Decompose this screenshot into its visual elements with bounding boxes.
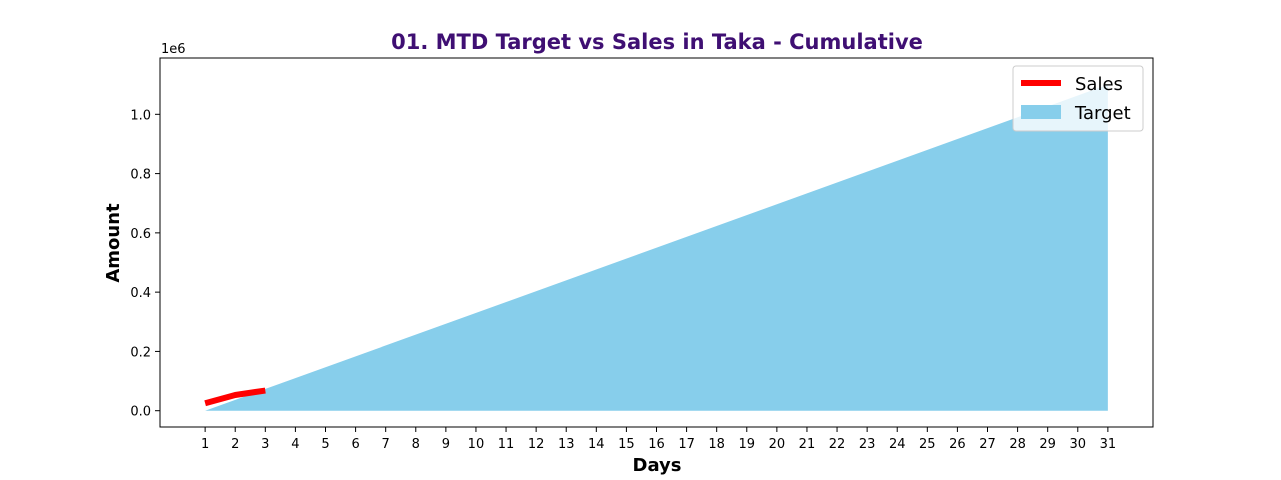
x-tick-label: 10 — [468, 437, 485, 452]
x-tick-label: 21 — [799, 437, 816, 452]
x-tick-label: 23 — [859, 437, 876, 452]
sales-line — [204, 387, 266, 407]
y-tick-label: 0.0 — [130, 405, 151, 420]
plot-area: 1 2 3 4 5 6 7 8 9 10 11 12 13 14 15 16 17 18 19 20 21 22 23 24 2… — [130, 57, 1154, 452]
x-tick-label: 20 — [769, 437, 786, 452]
x-tick-label: 27 — [979, 437, 996, 452]
y-tick-label: 1.0 — [130, 108, 151, 123]
x-tick-label: 29 — [1039, 437, 1056, 452]
x-tick-label: 19 — [738, 437, 755, 452]
x-tick-label: 15 — [618, 437, 635, 452]
x-tick-label: 26 — [949, 437, 966, 452]
legend: Sales Target — [1012, 65, 1144, 132]
x-tick-label: 6 — [351, 437, 359, 452]
y-tick-label: 0.8 — [130, 168, 151, 183]
legend-target-label: Target — [1074, 103, 1131, 124]
x-tick-label: 31 — [1100, 437, 1117, 452]
x-tick-label: 18 — [708, 437, 725, 452]
x-tick-label: 24 — [889, 437, 906, 452]
chart-title: 01. MTD Target vs Sales in Taka - Cumula… — [391, 30, 923, 54]
x-tick-label: 13 — [558, 437, 575, 452]
x-tick-label: 4 — [291, 437, 299, 452]
x-axis-label: Days — [633, 455, 682, 476]
x-tick-label: 3 — [261, 437, 269, 452]
x-tick-label: 12 — [528, 437, 545, 452]
x-tick-label: 5 — [321, 437, 329, 452]
x-tick-label: 8 — [412, 437, 420, 452]
x-tick-label: 1 — [201, 437, 209, 452]
x-tick-label: 28 — [1009, 437, 1026, 452]
target-area — [205, 84, 1108, 411]
y-offset-text: 1e6 — [161, 42, 186, 57]
y-tick-label: 0.6 — [130, 227, 151, 242]
y-tick-label: 0.4 — [130, 286, 151, 301]
x-tick-label: 17 — [678, 437, 695, 452]
legend-sales-label: Sales — [1075, 74, 1123, 95]
y-axis-label: Amount — [103, 203, 124, 283]
x-tick-label: 9 — [442, 437, 450, 452]
x-tick-label: 7 — [382, 437, 390, 452]
x-tick-label: 22 — [829, 437, 846, 452]
x-tick-label: 2 — [231, 437, 239, 452]
x-tick-label: 30 — [1069, 437, 1086, 452]
x-tick-label: 16 — [648, 437, 665, 452]
legend-target-swatch — [1021, 105, 1061, 119]
y-tick-label: 0.2 — [130, 345, 151, 360]
x-tick-label: 14 — [588, 437, 605, 452]
x-tick-label: 11 — [498, 437, 515, 452]
x-tick-label: 25 — [919, 437, 936, 452]
